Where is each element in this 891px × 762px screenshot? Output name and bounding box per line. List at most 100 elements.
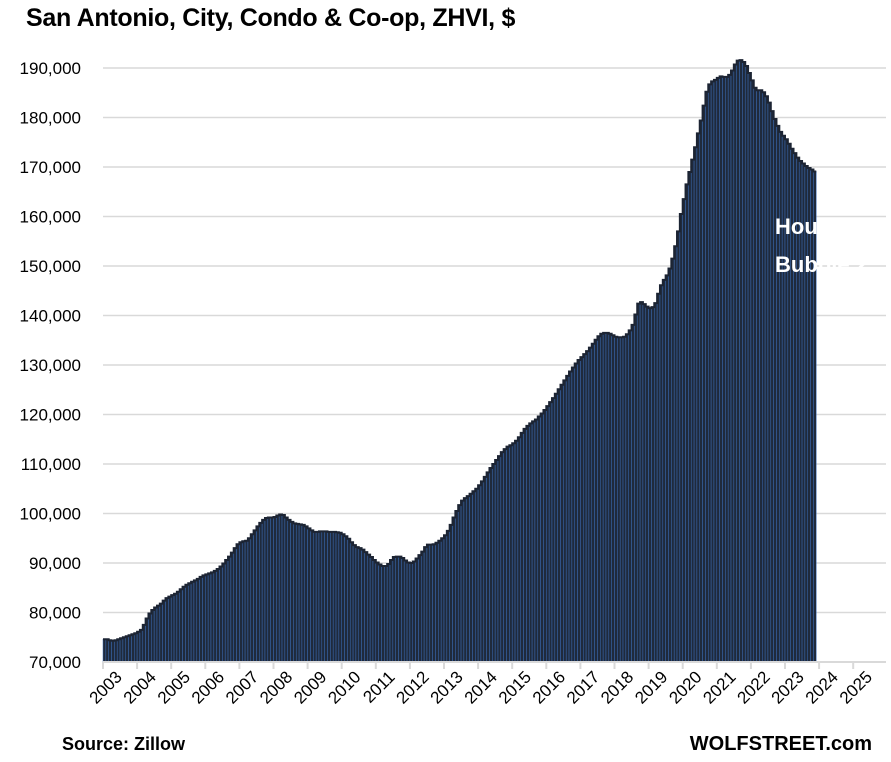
bar — [321, 531, 325, 663]
bar — [756, 90, 760, 663]
y-tick-label: 80,000 — [29, 604, 81, 623]
x-tick-label: 2025 — [836, 667, 876, 707]
y-tick-label: 120,000 — [20, 406, 81, 425]
bar — [139, 629, 144, 663]
bar — [338, 532, 342, 663]
bar — [224, 559, 229, 663]
x-axis-ticks — [102, 662, 855, 669]
bar — [168, 596, 172, 663]
bar — [284, 517, 288, 663]
bar — [702, 105, 706, 663]
bar — [270, 517, 274, 663]
x-tick-label: 2021 — [699, 667, 739, 707]
bar — [540, 413, 544, 663]
bar — [733, 64, 737, 663]
bar — [156, 605, 161, 663]
bar — [693, 146, 698, 663]
bar — [190, 581, 195, 663]
x-tick-label: 2018 — [597, 667, 637, 707]
bar — [492, 463, 496, 663]
bar — [753, 87, 757, 663]
bar — [165, 597, 169, 663]
bar — [173, 593, 178, 663]
bar — [304, 526, 308, 663]
bar — [335, 532, 340, 663]
bar — [730, 70, 735, 663]
bar — [256, 526, 260, 663]
x-tick-label: 2004 — [120, 667, 160, 707]
bar — [614, 336, 618, 663]
x-tick-label: 2012 — [393, 667, 433, 707]
bar — [105, 638, 109, 663]
bar — [810, 169, 814, 663]
bar — [452, 517, 456, 663]
bar — [202, 575, 206, 663]
bar — [378, 564, 382, 663]
y-tick-label: 90,000 — [29, 554, 81, 573]
bar — [136, 631, 141, 663]
bar — [134, 633, 138, 663]
bar — [645, 306, 649, 663]
bar — [455, 510, 459, 663]
bar — [205, 574, 209, 663]
bar — [548, 401, 553, 663]
bar — [344, 536, 348, 663]
bar — [287, 519, 291, 663]
bar — [557, 389, 561, 663]
bar — [807, 167, 811, 663]
bar — [685, 184, 689, 663]
bar — [449, 524, 453, 663]
bar — [188, 583, 192, 663]
bar — [395, 556, 399, 663]
bar — [298, 524, 303, 663]
bar — [108, 639, 112, 663]
bar — [332, 531, 337, 663]
bar — [560, 384, 564, 663]
bar — [551, 397, 556, 663]
bar — [264, 517, 269, 663]
bar — [290, 521, 294, 663]
bar — [813, 171, 817, 663]
bar — [267, 517, 271, 663]
bar — [293, 523, 297, 663]
bar — [537, 416, 541, 663]
bar — [725, 76, 729, 663]
bar — [631, 324, 635, 663]
y-tick-label: 110,000 — [21, 455, 81, 474]
x-tick-label: 2016 — [529, 667, 569, 707]
bar — [372, 559, 377, 663]
bar — [446, 530, 450, 663]
bar — [719, 76, 723, 663]
bar — [662, 279, 666, 663]
y-tick-label: 100,000 — [20, 505, 81, 524]
y-tick-label: 160,000 — [20, 208, 81, 227]
bar — [676, 231, 681, 663]
x-tick-label: 2017 — [563, 667, 603, 707]
bar — [389, 559, 394, 663]
bar — [236, 543, 240, 663]
bar — [767, 102, 772, 663]
bar — [443, 535, 448, 663]
bar — [622, 336, 627, 663]
x-tick-label: 2019 — [631, 667, 671, 707]
bar — [554, 393, 558, 663]
bar — [722, 76, 726, 663]
bar — [739, 59, 743, 663]
bar — [253, 530, 257, 663]
bar — [656, 293, 661, 663]
bar — [628, 330, 632, 663]
bar — [611, 335, 615, 663]
y-tick-label: 70,000 — [29, 653, 81, 672]
bar — [526, 425, 530, 663]
bar — [406, 562, 411, 663]
bar — [682, 198, 686, 663]
bar — [747, 72, 752, 663]
bar — [381, 565, 385, 663]
bar — [480, 481, 485, 663]
bar — [773, 118, 777, 663]
bar — [222, 563, 226, 663]
bar — [639, 301, 644, 663]
x-tick-label: 2003 — [86, 667, 126, 707]
x-tick-label: 2005 — [154, 667, 194, 707]
